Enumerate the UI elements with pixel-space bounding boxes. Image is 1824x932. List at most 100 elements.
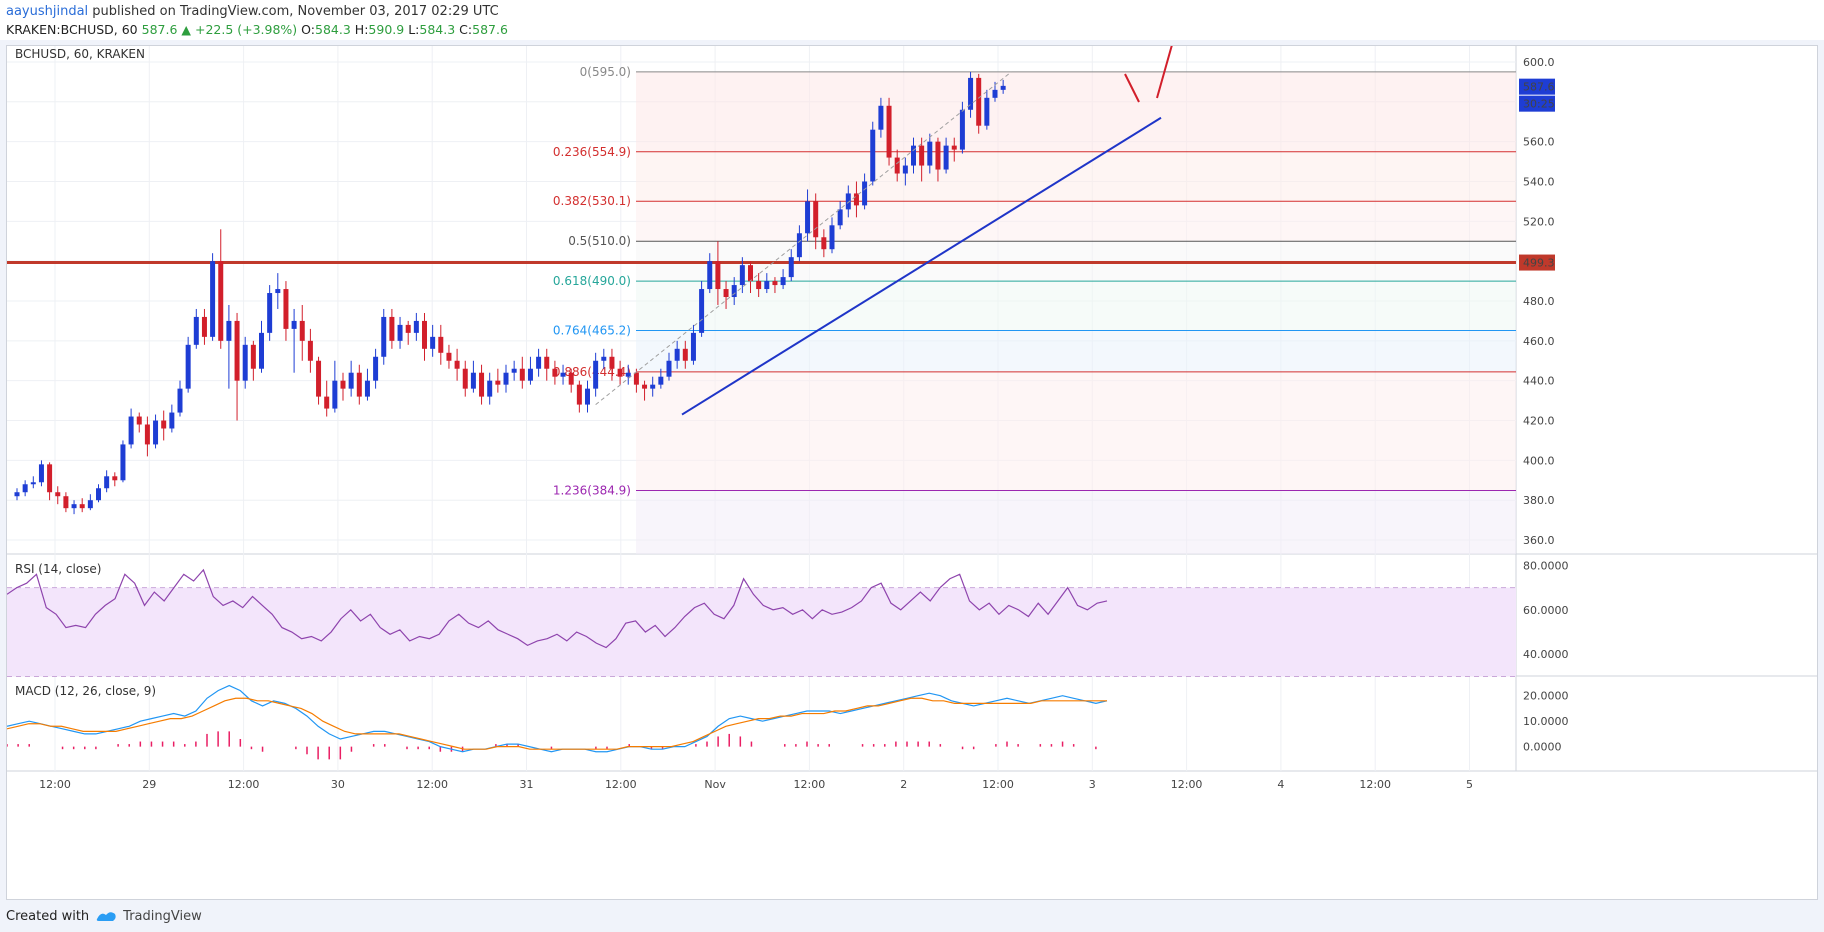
candle-body <box>446 352 452 361</box>
candle-body <box>22 484 28 493</box>
candle-body <box>902 165 908 174</box>
candle-body <box>690 332 696 361</box>
candle-body <box>968 77 974 110</box>
low-label: L: <box>408 22 420 37</box>
countdown-badge <box>1519 95 1555 112</box>
candle-body <box>796 233 802 258</box>
rsi-y-tick-label: 60.0000 <box>1523 604 1569 617</box>
fib-level-label: 0.5(510.0) <box>568 234 631 248</box>
candle-body <box>405 324 411 333</box>
candle-body <box>332 380 338 409</box>
close-label: C: <box>459 22 473 37</box>
candle-body <box>389 316 395 341</box>
candle-body <box>682 348 688 361</box>
candle-body <box>128 416 134 445</box>
candle-body <box>487 380 493 397</box>
countdown-label: 30:25 <box>1523 98 1555 111</box>
x-tick-label: 12:00 <box>982 778 1014 791</box>
candle-body <box>226 320 232 341</box>
candle-body <box>788 257 794 278</box>
candle-body <box>723 289 729 298</box>
macd-y-tick-label: 0.0000 <box>1523 741 1562 754</box>
y-tick-label: 440.0 <box>1523 375 1555 388</box>
bullish-trendline <box>681 116 1162 416</box>
candle-body <box>601 356 607 361</box>
tradingview-brand[interactable]: TradingView <box>123 908 202 924</box>
low-value: 584.3 <box>419 22 456 37</box>
y-tick-label: 520.0 <box>1523 215 1555 228</box>
candle-body <box>552 368 558 377</box>
symbol-line: KRAKEN:BCHUSD, 60 <box>6 22 138 37</box>
candle-body <box>79 504 85 509</box>
y-tick-label: 400.0 <box>1523 454 1555 467</box>
fib-level-label: 0.236(554.9) <box>553 145 631 159</box>
candle-body <box>642 384 648 389</box>
candle-body <box>536 356 542 369</box>
candle-body <box>430 336 436 349</box>
candle-body <box>307 340 313 361</box>
candle-body <box>340 380 346 389</box>
y-tick-label: 600.0 <box>1523 56 1555 69</box>
candle-body <box>177 388 183 413</box>
y-tick-label: 380.0 <box>1523 494 1555 507</box>
candle-body <box>218 261 224 341</box>
fib-zone <box>636 330 1516 372</box>
candle-body <box>951 145 957 150</box>
y-tick-label: 360.0 <box>1523 534 1555 547</box>
candle-body <box>462 368 468 389</box>
candle-body <box>699 289 705 333</box>
x-tick-label: 12:00 <box>416 778 448 791</box>
candle-body <box>104 476 110 489</box>
macd-y-tick-label: 20.0000 <box>1523 690 1569 703</box>
candle-body <box>935 141 941 170</box>
candle-body <box>731 285 737 298</box>
rsi-y-tick-label: 80.0000 <box>1523 559 1569 572</box>
y-tick-label: 480.0 <box>1523 295 1555 308</box>
created-with-text: Created with <box>6 908 90 924</box>
macd-y-tick-label: 10.0000 <box>1523 715 1569 728</box>
candle-body <box>1000 85 1006 90</box>
y-tick-label: 540.0 <box>1523 175 1555 188</box>
candle-body <box>169 412 175 429</box>
candle-body <box>821 237 827 250</box>
rsi-y-tick-label: 40.0000 <box>1523 648 1569 661</box>
candle-body <box>47 464 53 493</box>
candle-body <box>234 320 240 381</box>
candle-body <box>780 277 786 286</box>
candle-body <box>348 372 354 389</box>
candle-body <box>316 360 322 397</box>
candle-body <box>136 416 142 425</box>
candle-body <box>259 332 264 369</box>
candle-body <box>495 380 501 385</box>
x-tick-label: 31 <box>520 778 534 791</box>
candle-body <box>299 320 305 341</box>
candle-body <box>959 109 965 150</box>
candle-body <box>560 372 566 377</box>
candle-body <box>650 384 656 389</box>
macd-line <box>7 684 1108 753</box>
price-pane-title: BCHUSD, 60, KRAKEN <box>15 47 145 61</box>
chart-canvas[interactable]: 12:00 29 12:00 30 12:00 31 12:00 Nov 12:00 2 12:00… <box>7 46 1817 899</box>
candle-body <box>527 368 533 381</box>
candle-body <box>748 265 753 282</box>
candle-body <box>63 496 69 509</box>
fib-zone <box>636 71 1516 152</box>
candle-body <box>886 105 892 158</box>
candle-body <box>894 157 900 174</box>
candle-body <box>837 209 843 226</box>
candle-body <box>30 482 36 485</box>
candle-body <box>984 97 990 126</box>
x-tick-label: 4 <box>1277 778 1284 791</box>
fib-zone <box>636 151 1516 202</box>
fib-trend-dashed-line <box>595 71 1012 405</box>
candle-body <box>976 77 982 126</box>
chart-container[interactable]: 12:00 29 12:00 30 12:00 31 12:00 Nov 12:00 2 12:00… <box>6 45 1818 900</box>
candle-body <box>413 320 419 333</box>
author-link[interactable]: aayushjindal <box>6 4 89 19</box>
candle-body <box>593 360 599 389</box>
candle-body <box>666 360 672 377</box>
candle-body <box>422 320 427 349</box>
candle-body <box>161 420 167 429</box>
candle-body <box>201 316 207 337</box>
x-tick-label: 12:00 <box>794 778 826 791</box>
